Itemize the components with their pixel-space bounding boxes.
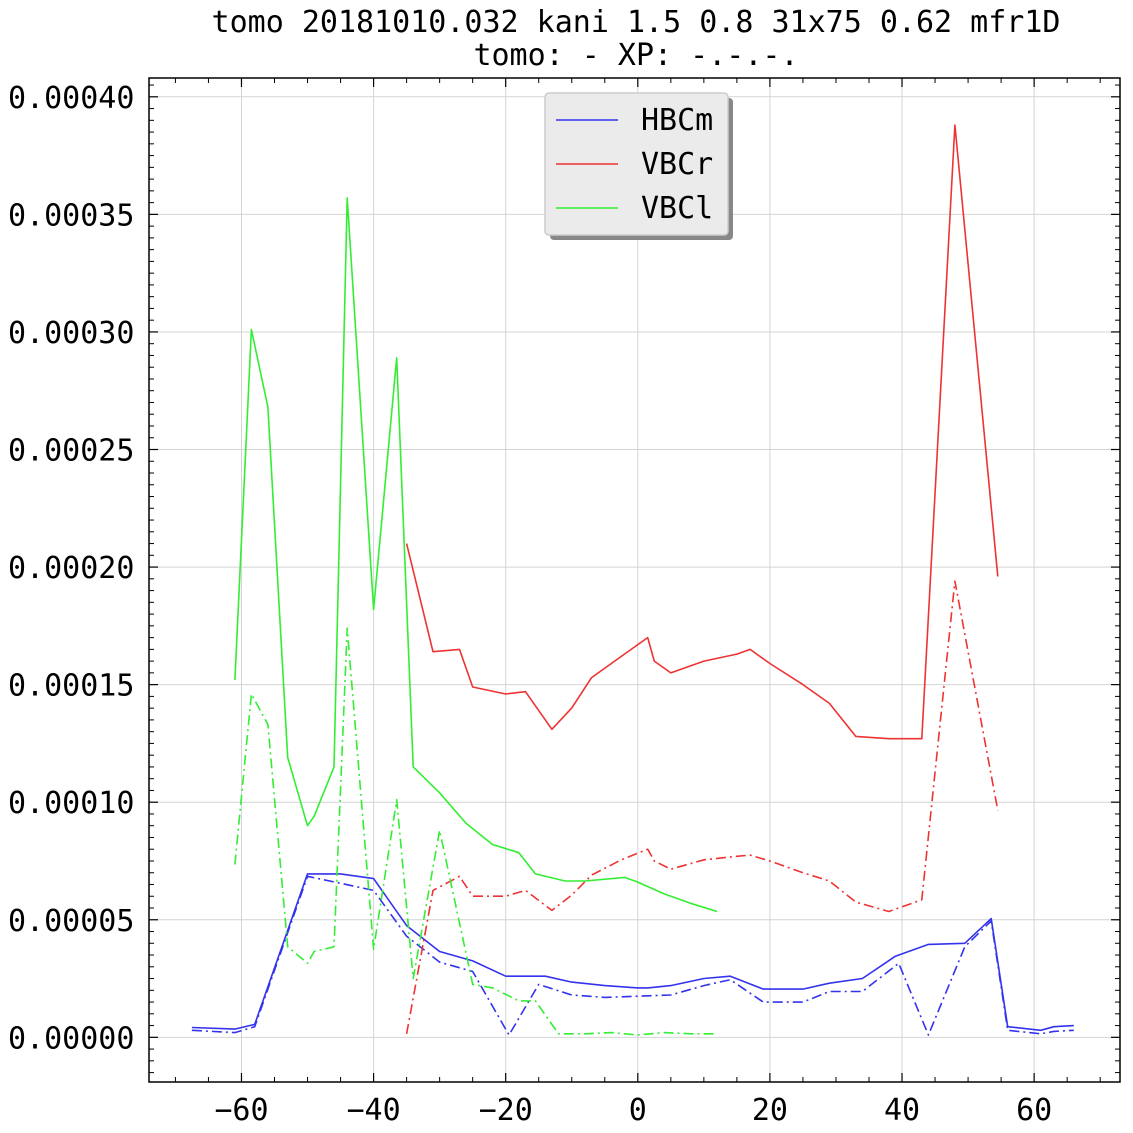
y-tick-label: 0.00025 xyxy=(8,434,134,469)
plot-frame xyxy=(148,77,1121,1083)
series-line-3-dashdot xyxy=(405,580,999,1034)
x-tick-label: −60 xyxy=(214,1093,268,1128)
x-tick-label: 60 xyxy=(1016,1093,1052,1128)
legend-label: VBCr xyxy=(641,147,713,182)
series-line-5-dashdot xyxy=(234,627,718,1036)
legend-box xyxy=(544,92,729,236)
legend: HBCm VBCr VBCl xyxy=(544,92,733,240)
y-tick-label: 0.00015 xyxy=(8,669,134,704)
chart-title-line-1: tomo 20181010.032 kani 1.5 0.8 31x75 0.6… xyxy=(212,5,1061,40)
chart-title-line-2: tomo: - XP: -.-.-. xyxy=(473,38,798,73)
y-tick-label: 0.00040 xyxy=(8,81,134,116)
grid xyxy=(149,78,1120,1082)
x-tick-label: 40 xyxy=(884,1093,920,1128)
y-tick-label: 0.00020 xyxy=(8,551,134,586)
series-line-2 xyxy=(405,124,999,740)
series-line-4 xyxy=(234,197,718,913)
axis-ticks: −60 −40 −20 0 20 40 60 0.00000 0.00005 0.00010 0.0… xyxy=(8,78,1120,1128)
series-line-0 xyxy=(191,873,1074,1032)
x-tick-label: 20 xyxy=(752,1093,788,1128)
series-lines xyxy=(191,124,1074,1036)
x-tick-label: 0 xyxy=(629,1093,647,1128)
legend-label: VBCl xyxy=(641,191,713,226)
y-tick-label: 0.00030 xyxy=(8,316,134,351)
legend-label: HBCm xyxy=(641,103,713,138)
y-tick-label: 0.00000 xyxy=(8,1021,134,1056)
y-tick-label: 0.00010 xyxy=(8,786,134,821)
y-tick-label: 0.00005 xyxy=(8,904,134,939)
series-line-1-dashdot xyxy=(191,875,1074,1036)
y-tick-label: 0.00035 xyxy=(8,198,134,233)
x-tick-label: −20 xyxy=(479,1093,533,1128)
x-tick-label: −40 xyxy=(346,1093,400,1128)
